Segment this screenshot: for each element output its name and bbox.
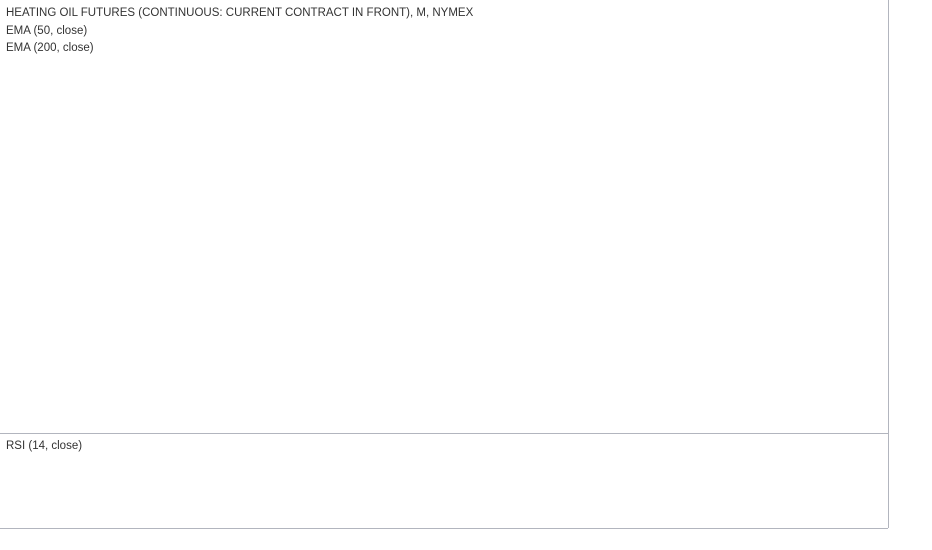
rsi-title: RSI (14, close)	[6, 440, 82, 452]
chart-title: HEATING OIL FUTURES (CONTINUOUS: CURRENT…	[6, 7, 474, 19]
legend-entry: EMA (50, close)	[6, 25, 87, 37]
legend-entry: EMA (200, close)	[6, 42, 94, 54]
